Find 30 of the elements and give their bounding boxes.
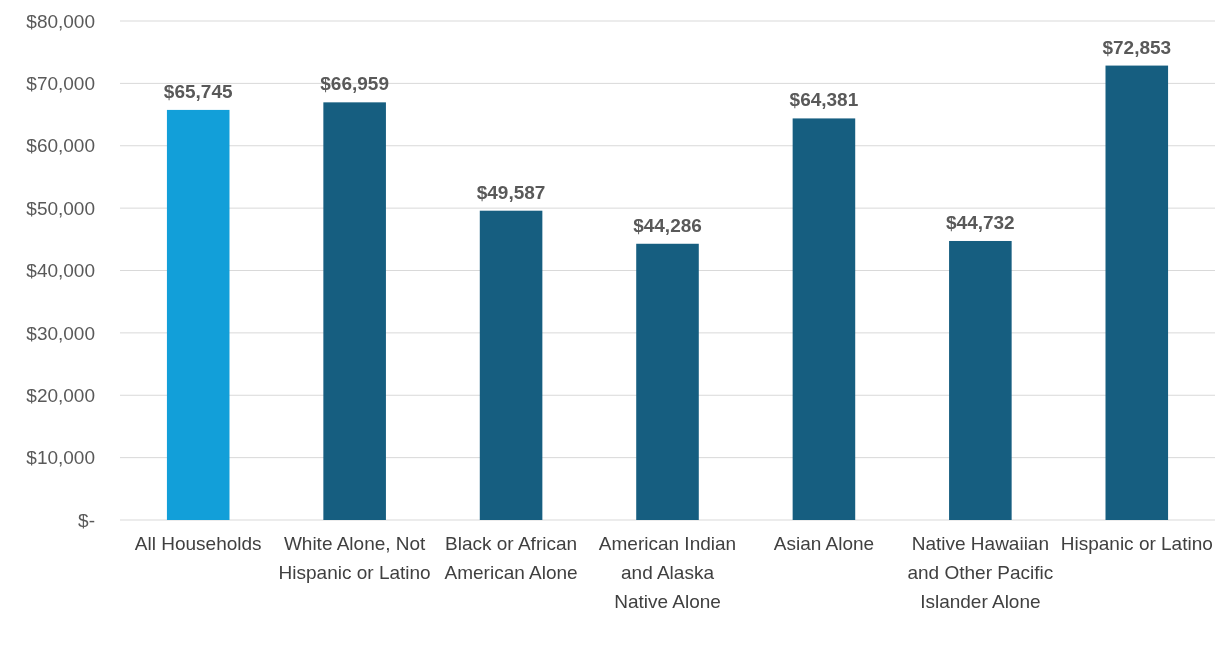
x-tick-label: Black or African American Alone (444, 533, 578, 583)
bar (949, 240, 1012, 520)
bar (1105, 65, 1169, 520)
y-tick-label: $80,000 (26, 10, 95, 32)
y-tick-label: $20,000 (26, 384, 95, 406)
y-tick-label: $10,000 (26, 447, 95, 469)
y-tick-label: $50,000 (26, 197, 95, 219)
x-tick-label: All Households (134, 533, 262, 554)
bar (479, 210, 543, 520)
data-label: $44,732 (946, 211, 1015, 233)
y-tick-label: $30,000 (26, 322, 95, 344)
data-label: $65,745 (163, 80, 233, 102)
data-label: $44,286 (633, 214, 702, 236)
data-label: $64,381 (789, 89, 859, 111)
bar (323, 102, 386, 520)
x-tick-label: White Alone, Not Hispanic or Latino (278, 533, 431, 583)
y-tick-label: $70,000 (26, 73, 95, 95)
x-tick-label: Asian Alone (773, 533, 875, 554)
data-label: $72,853 (1102, 36, 1172, 58)
bar (636, 243, 699, 520)
y-tick-label: $- (78, 509, 95, 531)
bar (792, 118, 856, 520)
y-tick-label: $60,000 (26, 135, 95, 157)
data-label: $49,587 (476, 181, 546, 203)
x-tick-label: Native Hawaiian and Other Pacific Islander Alone (907, 533, 1054, 612)
y-tick-label: $40,000 (26, 260, 95, 282)
x-tick-label: American Indian and Alaska Native Alone (598, 533, 737, 612)
data-label: $66,959 (320, 73, 389, 95)
x-tick-label: Hispanic or Latino (1060, 533, 1213, 554)
bar (166, 109, 230, 520)
